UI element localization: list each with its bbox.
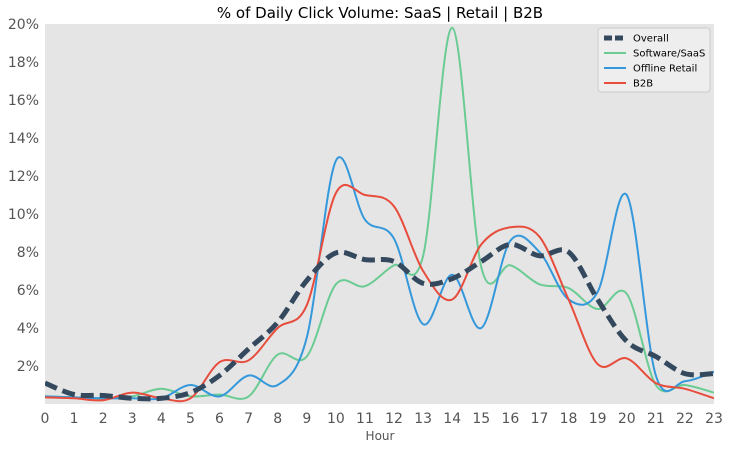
legend-label: Overall (633, 34, 669, 45)
x-tick-label: 12 (385, 411, 403, 427)
x-tick-label: 22 (676, 411, 694, 427)
x-tick-label: 21 (647, 411, 665, 427)
x-tick-label: 3 (128, 411, 137, 427)
y-tick-label: 14% (8, 131, 39, 147)
x-tick-label: 5 (186, 411, 195, 427)
legend-label: B2B (633, 79, 653, 90)
y-tick-label: 10% (8, 207, 39, 223)
y-tick-label: 2% (17, 359, 39, 375)
x-tick-label: 8 (273, 411, 282, 427)
x-tick-label: 2 (99, 411, 108, 427)
series-layer (45, 26, 714, 403)
legend: Overall Software/SaaS Offline Retail B2B (597, 27, 711, 93)
chart-title: % of Daily Click Volume: SaaS | Retail |… (217, 4, 543, 22)
x-tick-label: 19 (589, 411, 607, 427)
y-tick-label: 16% (8, 93, 39, 109)
x-tick-label: 11 (356, 411, 374, 427)
x-tick-label: 10 (327, 411, 345, 427)
y-tick-label: 6% (17, 283, 39, 299)
x-tick-label: 18 (560, 411, 578, 427)
x-tick-label: 16 (501, 411, 519, 427)
y-tick-label: 18% (8, 55, 39, 71)
series-line-overall (45, 241, 714, 402)
x-tick-label: 0 (41, 411, 50, 427)
y-tick-label: 12% (8, 169, 39, 185)
y-tick-label: 4% (17, 321, 39, 337)
x-tick-label: 7 (244, 411, 253, 427)
x-tick-label: 14 (443, 411, 461, 427)
x-axis-label: Hour (366, 429, 395, 443)
legend-label: Software/SaaS (633, 49, 705, 60)
legend-box (597, 27, 711, 93)
x-tick-label: 1 (70, 411, 79, 427)
x-tick-label: 23 (705, 411, 723, 427)
x-tick-label: 4 (157, 411, 166, 427)
x-tick-label: 6 (215, 411, 224, 427)
legend-label: Offline Retail (633, 64, 697, 75)
x-tick-label: 15 (472, 411, 490, 427)
y-tick-label: 8% (17, 245, 39, 261)
x-tick-label: 9 (302, 411, 311, 427)
ticks-layer: 0 1 2 3 4 5 6 7 8 9 10 11 12 13 14 15 16 17 18 19 20 21 22 232%… (8, 17, 723, 427)
x-tick-label: 13 (414, 411, 432, 427)
x-tick-label: 17 (531, 411, 549, 427)
x-tick-label: 20 (618, 411, 636, 427)
y-tick-label: 20% (8, 17, 39, 33)
